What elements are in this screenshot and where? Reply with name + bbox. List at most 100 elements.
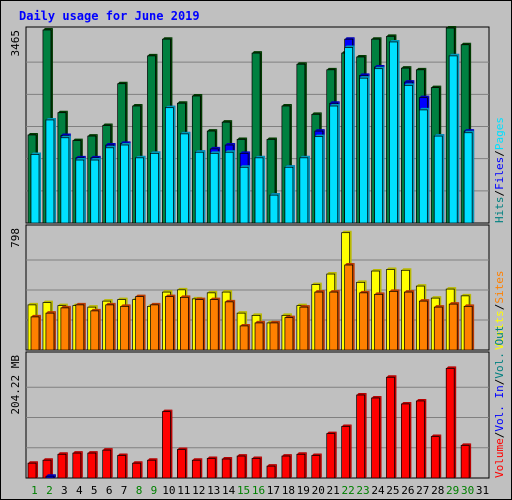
bar-top <box>150 302 161 305</box>
bar-side <box>260 456 263 478</box>
bar-face <box>445 368 455 479</box>
bar-volume-day-25 <box>386 375 397 479</box>
bar-face <box>448 303 458 351</box>
bar-face <box>194 299 204 351</box>
bar-sites-day-5 <box>90 308 101 351</box>
bar-pages-day-23 <box>359 76 370 224</box>
x-tick-label-day-1: 1 <box>31 484 38 497</box>
bar-face <box>180 133 189 224</box>
bar-top <box>28 302 38 305</box>
bar-face <box>415 400 425 479</box>
bar-volume-day-9 <box>147 458 158 479</box>
bar-pages-day-27 <box>418 107 430 224</box>
x-tick-label-day-20: 20 <box>312 484 325 497</box>
bar-sites-day-17 <box>269 320 280 351</box>
bar-top <box>210 146 221 149</box>
bar-face <box>165 296 174 351</box>
bar-face <box>329 291 339 351</box>
bar-face <box>135 296 144 351</box>
bar-top <box>255 155 266 158</box>
bar-pages-day-9 <box>150 151 161 224</box>
bar-top <box>162 37 173 40</box>
bar-top <box>72 138 83 141</box>
bar-top <box>87 451 98 454</box>
bar-top <box>401 401 412 404</box>
bar-top <box>464 130 475 133</box>
x-tick-label-day-19: 19 <box>297 484 310 497</box>
bar-top <box>42 300 53 303</box>
bar-side <box>277 320 280 350</box>
chart-title: Daily usage for June 2019 <box>19 9 200 23</box>
bar-top <box>147 53 158 56</box>
bar-face <box>359 77 368 224</box>
bar-volume-day-23 <box>356 393 367 479</box>
bar-side <box>203 150 206 223</box>
x-tick-label-day-27: 27 <box>416 484 429 497</box>
bar-pages-day-28 <box>433 134 445 224</box>
bar-top <box>296 303 307 306</box>
bar-face <box>209 153 219 224</box>
legend-entry: Hits <box>493 197 506 224</box>
bar-top <box>117 81 128 84</box>
bar-side <box>158 302 161 350</box>
bar-face <box>120 144 129 224</box>
bar-side <box>83 158 86 223</box>
bar-pages-day-22 <box>344 45 355 224</box>
bar-top <box>105 302 116 305</box>
bar-pages-day-1 <box>30 152 41 224</box>
x-tick-label-day-30: 30 <box>461 484 474 497</box>
bar-top <box>416 67 427 70</box>
bar-pages-day-5 <box>90 158 101 224</box>
bar-top <box>177 447 188 450</box>
bar-side <box>263 320 266 350</box>
bar-side <box>322 134 325 223</box>
legend-entry: Pages <box>493 117 506 150</box>
bar-top <box>434 134 445 137</box>
bar-face <box>191 459 201 479</box>
bar-face <box>45 119 55 224</box>
bar-pages-day-19 <box>299 155 310 224</box>
x-tick-label-day-29: 29 <box>446 484 459 497</box>
bar-top <box>207 129 218 132</box>
bar-side <box>230 457 233 478</box>
bar-pages-day-30 <box>463 130 475 224</box>
x-tick-label-day-25: 25 <box>386 484 399 497</box>
x-tick-label-day-11: 11 <box>177 484 190 497</box>
bar-side <box>98 308 101 350</box>
bar-face <box>57 453 67 479</box>
bar-face <box>448 55 458 224</box>
legend-entry: Vol. Out <box>493 326 506 379</box>
bar-top <box>344 263 355 266</box>
bar-top <box>341 424 352 427</box>
bar-top <box>269 193 280 196</box>
bar-top <box>449 53 460 56</box>
bar-sites-day-27 <box>418 299 430 351</box>
bar-top <box>359 290 370 293</box>
bar-volume-day-21 <box>326 431 337 479</box>
x-tick-label-day-14: 14 <box>222 484 236 497</box>
bar-face <box>359 292 368 351</box>
bar-top <box>374 65 385 68</box>
bar-face <box>296 453 306 479</box>
bar-pages-day-17 <box>269 193 280 224</box>
legend-entry: / <box>493 432 506 439</box>
bar-top <box>225 150 236 153</box>
x-tick-label-day-12: 12 <box>192 484 205 497</box>
bar-sites-day-16 <box>254 320 266 351</box>
bar-top <box>281 313 292 316</box>
bar-top <box>222 290 233 293</box>
bar-top <box>60 305 71 308</box>
bar-top <box>296 62 307 65</box>
bar-face <box>45 312 55 351</box>
bar-side <box>397 39 400 224</box>
legend-entry: / <box>493 304 506 311</box>
bar-top <box>356 393 367 396</box>
bar-sites-day-22 <box>344 263 355 351</box>
bar-side <box>469 443 472 478</box>
bar-top <box>416 398 427 401</box>
bar-face <box>463 306 473 351</box>
y-max-label: 798 <box>9 228 22 248</box>
bar-side <box>427 299 430 350</box>
bar-top <box>102 123 113 126</box>
